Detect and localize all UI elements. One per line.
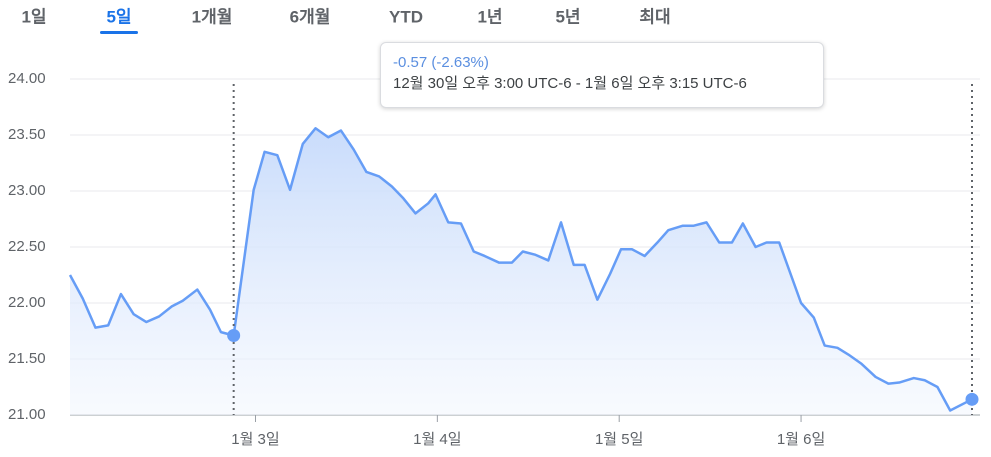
x-tick-label: 1월 4일 <box>413 431 461 448</box>
range-tab[interactable]: 1년 <box>477 7 502 26</box>
y-tick-label: 21.00 <box>8 406 46 423</box>
x-tick-label: 1월 3일 <box>231 431 279 448</box>
range-tab[interactable]: 최대 <box>639 7 670 26</box>
range-tabs: 1일 5일 1개월 6개월 YTD 1년 5년 최대 <box>21 7 671 34</box>
y-tick-label: 23.00 <box>8 182 46 199</box>
x-tick-label: 1월 5일 <box>595 431 643 448</box>
range-tab[interactable]: 5년 <box>555 7 580 26</box>
y-tick-label: 23.50 <box>8 126 46 143</box>
y-tick-label: 22.00 <box>8 294 46 311</box>
x-tick-label: 1월 6일 <box>777 431 825 448</box>
range-tab[interactable]: 5일 <box>106 7 131 26</box>
range-tab[interactable]: 1개월 <box>192 7 233 26</box>
range-tab[interactable]: 6개월 <box>290 7 331 26</box>
marker-point <box>965 392 979 406</box>
marker-point <box>227 328 241 342</box>
tooltip-change: -0.57 (-2.63%) <box>393 54 489 71</box>
line <box>68 127 973 412</box>
range-tab[interactable]: 1일 <box>21 7 46 26</box>
tab-underline <box>100 31 138 34</box>
y-tick-label: 22.50 <box>8 238 46 255</box>
tooltip: -0.57 (-2.63%) 12월 30일 오후 3:00 UTC-6 - 1… <box>380 42 824 108</box>
y-tick-label: 21.50 <box>8 350 46 367</box>
range-tab[interactable]: YTD <box>389 7 423 26</box>
y-tick-label: 24.00 <box>8 70 46 87</box>
tooltip-range: 12월 30일 오후 3:00 UTC-6 - 1월 6일 오후 3:15 UT… <box>393 75 747 92</box>
area <box>70 128 972 415</box>
